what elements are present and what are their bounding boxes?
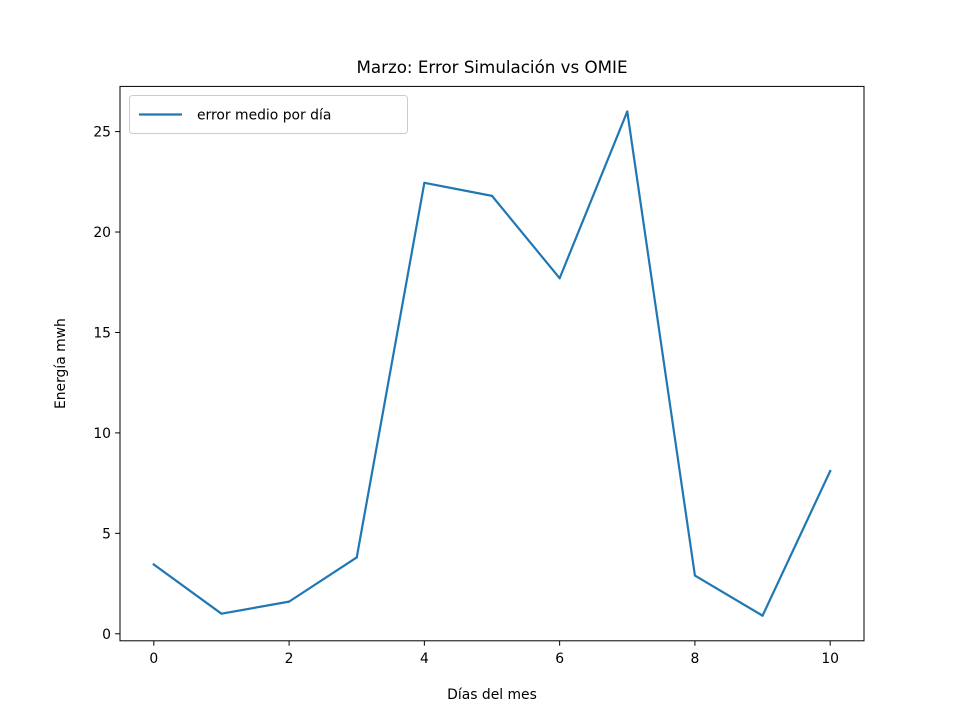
y-axis-label: Energía mwh — [53, 318, 69, 409]
data-point — [490, 194, 494, 197]
x-axis-label: Días del mes — [447, 687, 537, 703]
data-point — [423, 181, 426, 184]
data-point — [558, 277, 561, 280]
data-point — [693, 574, 697, 577]
y-tick-label: 5 — [102, 526, 111, 542]
data-point — [287, 600, 291, 603]
data-point — [355, 556, 358, 559]
x-axis-ticks: 0 2 4 6 8 10 — [149, 640, 839, 667]
y-tick-label: 0 — [102, 627, 111, 643]
data-point — [761, 614, 764, 617]
data-point — [626, 110, 629, 113]
legend-label: error medio por día — [197, 108, 331, 124]
x-tick-label: 4 — [420, 651, 429, 667]
legend: error medio por día — [129, 95, 408, 134]
y-tick-label: 10 — [93, 426, 111, 442]
x-tick-label: 8 — [690, 651, 699, 667]
y-axis-ticks: 0 5 10 15 20 25 — [93, 125, 120, 643]
y-tick-label: 15 — [93, 325, 111, 341]
data-point — [152, 563, 155, 566]
series-layer — [152, 110, 832, 617]
chart-title: Marzo: Error Simulación vs OMIE — [356, 57, 627, 77]
plot-frame — [119, 85, 865, 642]
legend-box — [129, 95, 408, 134]
data-point — [220, 612, 223, 615]
plot-background — [120, 86, 864, 641]
x-tick-label: 6 — [555, 651, 564, 667]
y-tick-label: 20 — [93, 225, 111, 241]
x-tick-label: 0 — [149, 651, 158, 667]
data-point — [829, 469, 832, 473]
x-tick-label: 10 — [821, 651, 839, 667]
y-tick-label: 25 — [93, 125, 111, 141]
x-tick-label: 2 — [285, 651, 294, 667]
